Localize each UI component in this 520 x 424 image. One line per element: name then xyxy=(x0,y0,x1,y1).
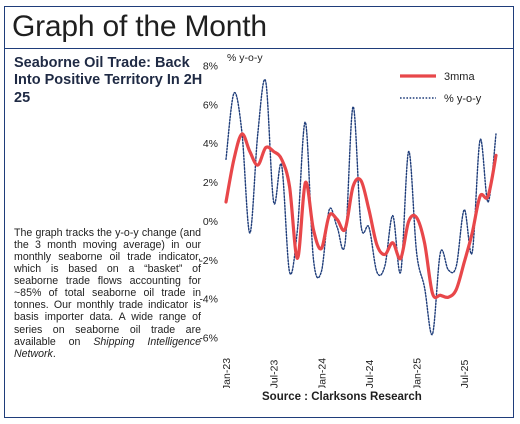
chart-series xyxy=(224,78,498,336)
x-tick-label: Jan-24 xyxy=(316,358,328,388)
x-tick-label: Jul-25 xyxy=(459,360,471,388)
article-body: The graph tracks the y-o-y change (and t… xyxy=(14,227,201,360)
y-tick-label: 2% xyxy=(203,177,218,189)
page-title: Graph of the Month xyxy=(12,10,267,43)
y-tick-label: -6% xyxy=(200,333,218,345)
y-axis-title: % y-o-y xyxy=(227,52,263,64)
legend-label: % y-o-y xyxy=(444,93,482,105)
article-subtitle: Seaborne Oil Trade: Back Into Positive T… xyxy=(14,55,203,106)
x-tick-label: Jul-24 xyxy=(364,360,376,388)
line-chart: % y-o-y 8% 6% 4% 2% 0% -2% -4% -6% Jan-23 Jul-23 Ja… xyxy=(200,52,498,388)
y-tick-label: 0% xyxy=(203,216,218,228)
source-credit: Source : Clarksons Research xyxy=(262,391,422,403)
x-tick-label: Jan-25 xyxy=(412,358,424,388)
y-tick-label: -4% xyxy=(200,294,218,306)
title-divider xyxy=(4,48,514,49)
y-tick-label: 6% xyxy=(203,99,218,111)
body-emphasis-link-text: Shipping Intelligence Network xyxy=(14,335,201,360)
chart-axes: % y-o-y 8% 6% 4% 2% 0% -2% -4% -6% Jan-23 Jul-23 Ja… xyxy=(200,52,471,388)
x-tick-label: Jan-23 xyxy=(221,358,233,388)
y-tick-label: 8% xyxy=(203,61,218,73)
y-tick-label: 4% xyxy=(203,138,218,150)
series-line-3mma xyxy=(224,132,498,300)
body-main-text: The graph tracks the y-o-y change (and t… xyxy=(14,227,201,348)
legend-label: 3mma xyxy=(444,71,475,83)
body-end-text: . xyxy=(52,347,56,360)
series-line-yoy xyxy=(225,78,497,336)
chart-legend: 3mma % y-o-y xyxy=(400,71,482,105)
x-tick-label: Jul-23 xyxy=(269,360,281,388)
y-tick-label: -2% xyxy=(200,255,218,267)
